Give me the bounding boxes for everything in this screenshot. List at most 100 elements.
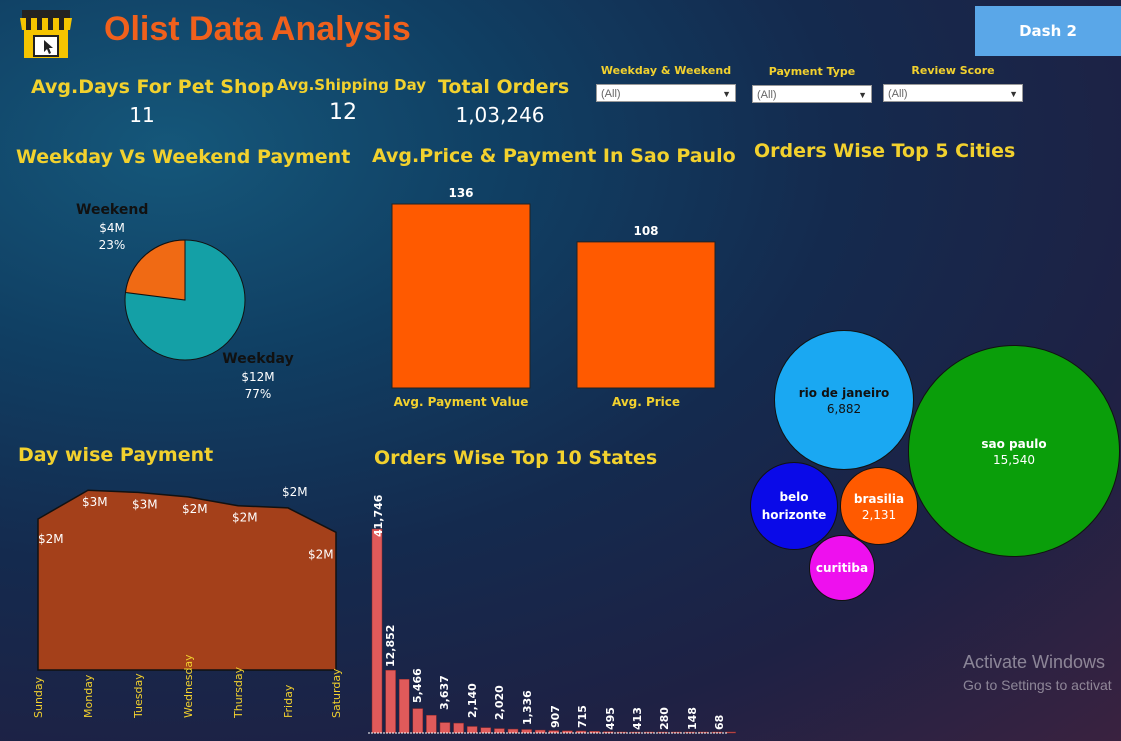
state-value-label-8: 715	[576, 705, 589, 728]
sp-bar-0	[391, 203, 531, 389]
state-value-label-0: 41,746	[372, 494, 385, 537]
city-bubble-name: curitiba	[815, 561, 869, 575]
dash-2-button[interactable]: Dash 2	[975, 6, 1121, 56]
state-bar-6	[453, 722, 464, 734]
state-value-label-5: 2,020	[493, 685, 506, 720]
state-value-label-12: 148	[686, 707, 699, 730]
chevron-down-icon: ▼	[722, 89, 731, 99]
filter-weekday-label: Weekday & Weekend	[600, 64, 732, 77]
sp-bar-1	[576, 241, 716, 389]
filter-weekday-value: (All)	[601, 88, 621, 100]
pie-weekend-pct: 23%	[98, 238, 126, 252]
city-bubble-0[interactable]: rio de janeiro 6,882	[774, 330, 914, 470]
day-value-label-1: $3M	[82, 495, 108, 509]
filter-weekday-select[interactable]: (All) ▼	[596, 84, 736, 102]
kpi-shipping-value: 12	[329, 100, 357, 125]
activate-windows-subtitle: Go to Settings to activat	[963, 677, 1112, 693]
state-bar-9	[494, 728, 505, 734]
store-logo-icon	[18, 8, 74, 60]
state-bar-10	[507, 728, 519, 734]
state-value-label-4: 2,140	[466, 683, 479, 718]
filter-review-select[interactable]: (All) ▼	[883, 84, 1023, 102]
chevron-down-icon: ▼	[858, 90, 867, 100]
day-axis-label-4: Thursday	[232, 666, 245, 718]
state-value-label-2: 5,466	[411, 668, 424, 703]
day-value-label-5: $2M	[282, 485, 308, 499]
day-axis-label-6: Saturday	[330, 668, 343, 718]
filter-payment-label: Payment Type	[768, 65, 856, 78]
day-axis-label-0: Sunday	[32, 676, 45, 718]
day-value-label-0: $2M	[38, 532, 64, 546]
state-value-label-1: 12,852	[384, 624, 397, 667]
state-value-label-11: 280	[658, 707, 671, 730]
day-value-label-2: $3M	[132, 497, 158, 511]
city-bubble-value: 15,540	[993, 453, 1035, 467]
top-cities-title: Orders Wise Top 5 Cities	[754, 140, 1016, 162]
state-value-label-10: 413	[631, 707, 644, 730]
pie-slice-weekend	[124, 239, 186, 301]
day-axis-label-2: Tuesday	[132, 673, 145, 718]
kpi-total-orders-value: 1,03,246	[455, 103, 545, 127]
city-bubble-3[interactable]: brasilia 2,131	[840, 467, 918, 545]
state-value-label-9: 495	[604, 707, 617, 730]
sp-bar-value-0: 136	[448, 186, 473, 200]
city-bubble-1[interactable]: sao paulo 15,540	[908, 345, 1120, 557]
day-value-label-4: $2M	[232, 511, 258, 525]
filter-review-label: Review Score	[911, 64, 995, 77]
state-bar-7	[466, 726, 478, 734]
top-states-bar-chart	[368, 528, 736, 734]
pie-weekday-pct: 77%	[244, 387, 272, 401]
day-wise-area-chart: $2M $3M $3M $2M $2M $2M $2M	[37, 485, 337, 671]
state-bar-11	[521, 729, 532, 734]
sp-bar-category-1: Avg. Price	[612, 395, 680, 409]
state-bar-1	[385, 669, 396, 734]
city-bubble-value: 6,882	[826, 402, 862, 416]
city-bubble-name: brasilia	[853, 492, 905, 506]
pie-weekday-amount: $12M	[241, 370, 275, 384]
sp-bar-value-1: 108	[633, 224, 658, 238]
kpi-pet-shop-label: Avg.Days For Pet Shop	[31, 76, 275, 98]
pie-weekday-name: Weekday	[222, 351, 294, 367]
sao-paulo-title: Avg.Price & Payment In Sao Paulo	[372, 145, 736, 167]
state-value-label-6: 1,336	[521, 690, 534, 725]
kpi-total-orders-label: Total Orders	[438, 76, 570, 98]
filter-review-value: (All)	[888, 88, 908, 100]
filter-payment-select[interactable]: (All) ▼	[752, 85, 872, 103]
day-value-label-6: $2M	[308, 547, 334, 561]
day-axis-label-5: Friday	[282, 684, 295, 718]
state-bar-3	[412, 708, 424, 734]
sp-bar-category-0: Avg. Payment Value	[394, 395, 529, 409]
state-bar-8	[480, 727, 492, 734]
day-axis-label-1: Monday	[82, 674, 95, 718]
city-bubble-4[interactable]: curitiba	[809, 535, 875, 601]
day-axis-label-3: Wednesday	[182, 654, 195, 718]
pie-weekend-amount: $4M	[99, 221, 125, 235]
city-bubble-name: rio de janeiro	[798, 386, 890, 400]
weekday-weekend-title: Weekday Vs Weekend Payment	[16, 146, 351, 168]
day-area	[37, 489, 337, 671]
state-bar-26	[725, 731, 736, 734]
pie-weekend-name: Weekend	[76, 202, 149, 218]
city-bubble-name: sao paulo	[981, 437, 1047, 451]
state-bar-0	[371, 528, 383, 734]
state-bar-2	[398, 678, 410, 734]
state-bar-5	[439, 722, 451, 734]
city-bubble-value: 2,131	[861, 508, 897, 522]
filter-payment-value: (All)	[757, 89, 777, 101]
city-bubble-name: belo horizonte	[761, 490, 827, 522]
state-bar-13	[548, 730, 560, 734]
day-wise-title: Day wise Payment	[18, 444, 214, 466]
state-bar-4	[426, 714, 437, 734]
chevron-down-icon: ▼	[1009, 89, 1018, 99]
day-value-label-3: $2M	[182, 502, 208, 516]
state-value-label-7: 907	[549, 705, 562, 728]
state-value-label-3: 3,637	[438, 675, 451, 710]
city-bubble-2[interactable]: belo horizonte	[750, 462, 838, 550]
kpi-pet-shop-value: 11	[129, 103, 155, 127]
weekday-weekend-pie	[124, 239, 246, 361]
kpi-shipping-label: Avg.Shipping Day	[277, 76, 427, 94]
top-states-title: Orders Wise Top 10 States	[374, 447, 658, 469]
page-title: Olist Data Analysis	[104, 10, 411, 48]
sao-paulo-bar-chart: 136 Avg. Payment Value 108 Avg. Price	[391, 186, 716, 409]
state-value-label-13: 68	[713, 714, 726, 730]
